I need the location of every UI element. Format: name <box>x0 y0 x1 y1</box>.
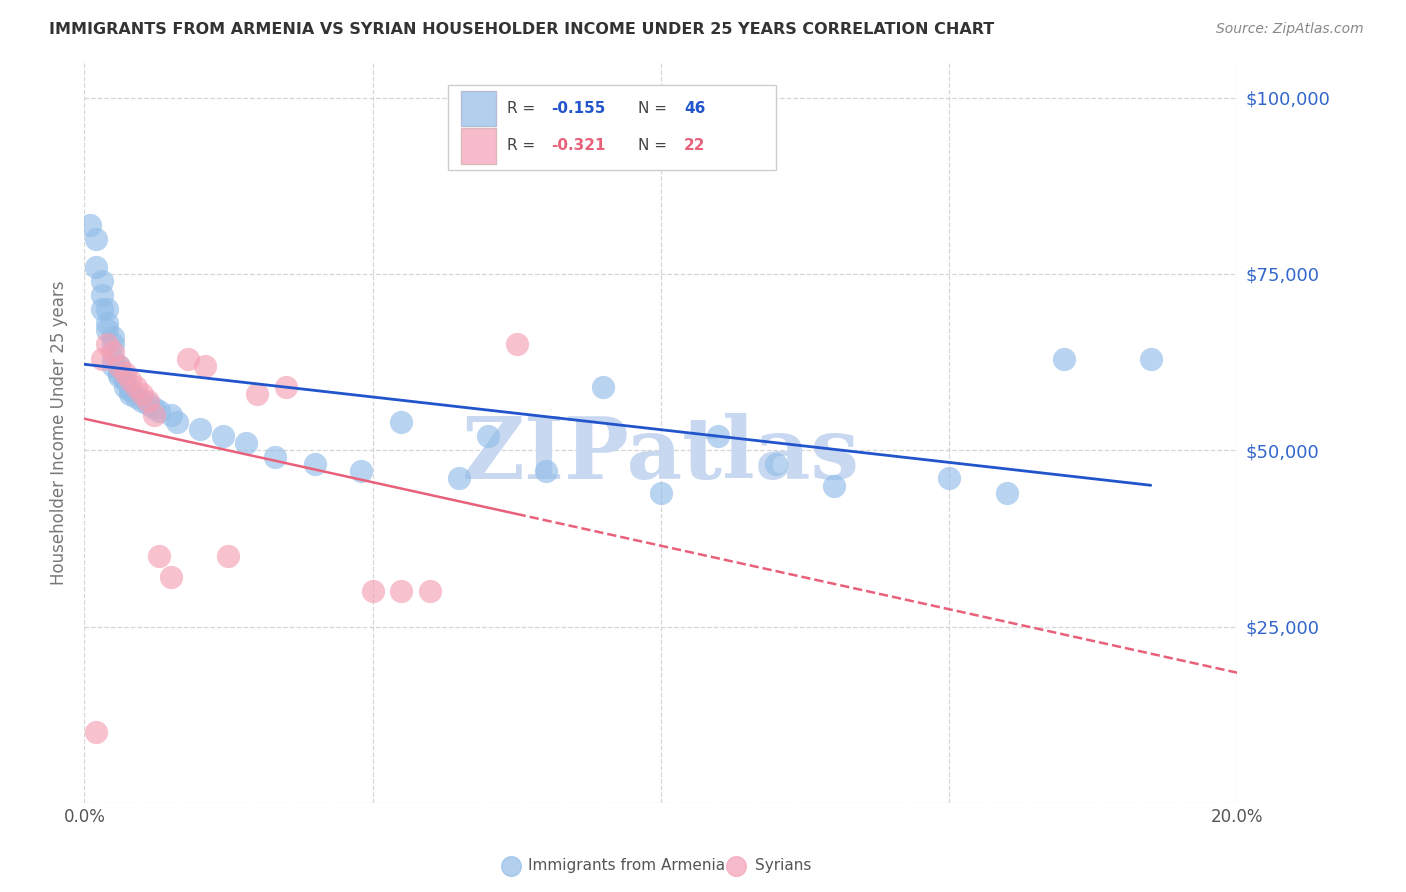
Point <box>938 471 960 485</box>
Point <box>90 302 112 317</box>
Point <box>276 380 298 394</box>
Point <box>114 366 136 380</box>
Point <box>103 351 124 366</box>
Point <box>534 464 557 478</box>
FancyBboxPatch shape <box>461 91 496 127</box>
Point <box>166 415 188 429</box>
Point <box>103 359 124 373</box>
Point <box>1140 351 1163 366</box>
Point <box>114 373 136 387</box>
Text: R =: R = <box>508 138 540 153</box>
Point <box>263 450 285 465</box>
Text: N =: N = <box>638 101 672 116</box>
Text: Immigrants from Armenia: Immigrants from Armenia <box>529 858 725 873</box>
Point <box>108 359 131 373</box>
FancyBboxPatch shape <box>461 128 496 164</box>
Point <box>108 369 131 384</box>
Point <box>506 337 529 351</box>
Point <box>90 351 112 366</box>
Point <box>361 584 384 599</box>
Point <box>177 351 200 366</box>
Point <box>84 260 107 274</box>
Text: ZIPatlas: ZIPatlas <box>461 413 860 497</box>
Point <box>125 380 148 394</box>
Point <box>765 458 787 472</box>
Point <box>449 471 471 485</box>
Point <box>211 429 233 443</box>
Text: Syrians: Syrians <box>755 858 811 873</box>
Text: IMMIGRANTS FROM ARMENIA VS SYRIAN HOUSEHOLDER INCOME UNDER 25 YEARS CORRELATION : IMMIGRANTS FROM ARMENIA VS SYRIAN HOUSEH… <box>49 22 994 37</box>
Point <box>103 330 124 344</box>
Point <box>136 397 159 411</box>
Point <box>103 337 124 351</box>
Point <box>79 218 101 232</box>
Point <box>131 393 153 408</box>
Point <box>96 323 118 337</box>
Point <box>218 549 240 563</box>
Point <box>136 393 159 408</box>
Point <box>148 549 170 563</box>
Point <box>477 429 499 443</box>
Y-axis label: Householder Income Under 25 years: Householder Income Under 25 years <box>51 280 69 585</box>
Point <box>108 366 131 380</box>
Text: 22: 22 <box>683 138 706 153</box>
Text: N =: N = <box>638 138 672 153</box>
Point <box>120 387 142 401</box>
Point <box>90 274 112 288</box>
Point <box>304 458 326 472</box>
Point <box>148 404 170 418</box>
Point <box>84 232 107 246</box>
FancyBboxPatch shape <box>447 85 776 169</box>
Text: 46: 46 <box>683 101 706 116</box>
Point <box>391 584 413 599</box>
Point <box>188 422 211 436</box>
Point <box>246 387 269 401</box>
Point <box>391 415 413 429</box>
Point <box>96 316 118 330</box>
Point <box>142 401 165 415</box>
Point <box>592 380 614 394</box>
Point <box>120 384 142 398</box>
Point <box>114 380 136 394</box>
Point <box>120 373 142 387</box>
Point <box>125 390 148 404</box>
Point <box>995 485 1018 500</box>
Point <box>103 344 124 359</box>
Point <box>160 570 183 584</box>
Point <box>419 584 441 599</box>
Point <box>84 725 107 739</box>
Point <box>823 478 845 492</box>
Point <box>96 302 118 317</box>
Point <box>650 485 672 500</box>
Text: R =: R = <box>508 101 540 116</box>
Text: -0.155: -0.155 <box>551 101 606 116</box>
Point <box>1053 351 1076 366</box>
Point <box>194 359 217 373</box>
Point <box>96 337 118 351</box>
Point <box>108 359 131 373</box>
Text: -0.321: -0.321 <box>551 138 606 153</box>
Point <box>131 387 153 401</box>
Point <box>350 464 373 478</box>
Text: Source: ZipAtlas.com: Source: ZipAtlas.com <box>1216 22 1364 37</box>
Point <box>235 436 257 450</box>
Point <box>160 408 183 422</box>
Point <box>90 288 112 302</box>
Point <box>707 429 730 443</box>
Point <box>142 408 165 422</box>
